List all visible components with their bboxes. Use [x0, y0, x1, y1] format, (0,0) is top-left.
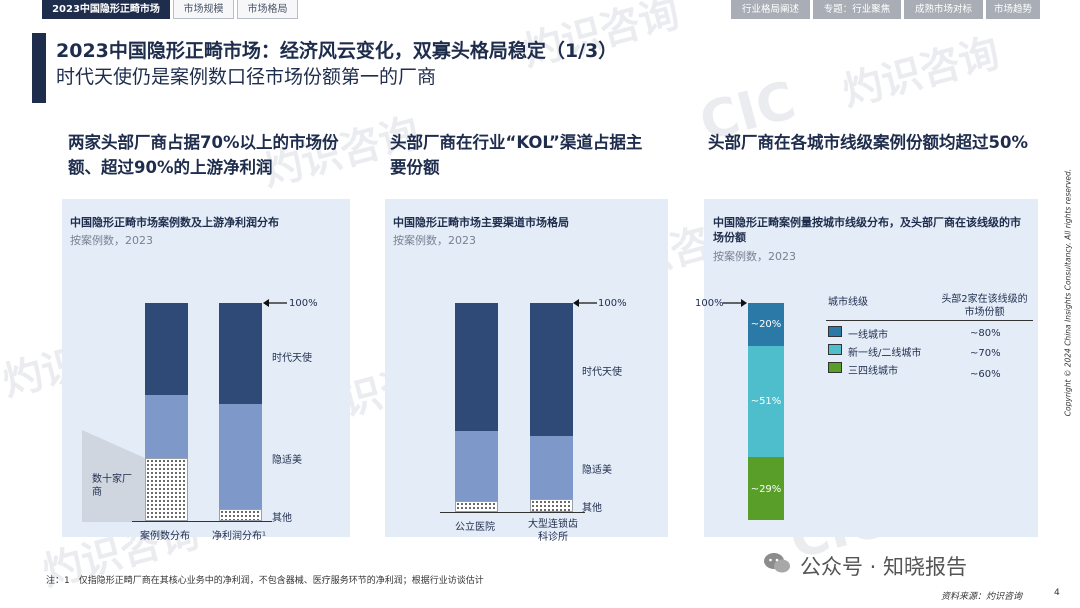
stack-value-label: ~29% [750, 484, 782, 495]
tab-market-size[interactable]: 市场规模 [173, 0, 234, 19]
bar-3-segment-others [455, 501, 498, 512]
page-subtitle: 时代天使仍是案例数口径市场份额第一的厂商 [56, 66, 437, 88]
bar-1-segment-tianshi [145, 303, 188, 395]
chart-1-x-label: 案例数分布 [140, 531, 190, 542]
chart-2-subtitle: 按案例数，2023 [393, 234, 476, 247]
stack-segment-tier2 [748, 346, 784, 457]
tab-benchmark[interactable]: 成熟市场对标 [904, 0, 983, 19]
chart-3-title: 中国隐形正畸案例量按城市线级分布，及头部厂商在该线级的市场份额 [713, 216, 1021, 244]
wechat-label: 公众号 · 知晓报告 [800, 555, 968, 579]
tab-industry-structure[interactable]: 行业格局阐述 [731, 0, 810, 19]
page-number: 4 [1054, 588, 1060, 598]
chart-2-top-label: 100% [598, 298, 627, 309]
stack-value-label: ~20% [750, 319, 782, 330]
page-title: 2023中国隐形正畸市场：经济风云变化，双寡头格局稳定（1/3） [56, 40, 618, 62]
chart-1-wedge [82, 430, 145, 522]
source-text: 资料来源：灼识咨询 [941, 592, 1023, 602]
stack-segment-tier1 [748, 303, 784, 346]
bar-4-segment-tianshi [530, 303, 573, 436]
chart-1-x-label: 净利润分布¹ [212, 531, 267, 542]
legend-name: 新一线/二线城市 [848, 348, 922, 359]
arrow-icon [573, 299, 597, 307]
headline-1: 两家头部厂商占据70%以上的市场份额、超过90%的上游净利润 [68, 133, 339, 177]
chart-2-baseline [440, 512, 585, 513]
bar-2-segment-invisalign [219, 404, 262, 509]
legend-swatch-tier2 [828, 344, 842, 355]
chart-panel-2 [385, 199, 668, 537]
title-accent-bar [32, 33, 46, 103]
tab-industry-focus[interactable]: 专题：行业聚焦 [813, 0, 901, 19]
arrow-icon [723, 299, 747, 307]
legend-name: 一线城市 [848, 330, 888, 341]
chart-1-subtitle: 按案例数，2023 [70, 234, 153, 247]
tab-trends[interactable]: 市场趋势 [986, 0, 1040, 19]
chart-1-series-label: 其他 [272, 513, 292, 524]
wechat-icon [762, 550, 792, 576]
legend-header-right: 头部2家在该线级的市场份额 [941, 294, 1028, 318]
tab-overview[interactable]: 2023中国隐形正畸市场 [42, 0, 170, 19]
chart-3-top-label: 100% [695, 298, 724, 309]
watermark-text: 灼识咨询 [837, 29, 1005, 116]
legend-divider [826, 320, 1033, 321]
legend-share: ~70% [970, 348, 1001, 359]
chart-2-x-label: 公立医院 [455, 522, 495, 533]
headline-3: 头部厂商在各城市线级案例份额均超过50% [708, 133, 1028, 152]
chart-1-series-label: 隐适美 [272, 455, 302, 466]
bar-2-segment-others [219, 509, 262, 521]
bar-4-segment-others [530, 499, 573, 512]
chart-1-series-label: 时代天使 [272, 353, 312, 364]
chart-1-baseline [132, 521, 272, 522]
chart-3-subtitle: 按案例数，2023 [713, 250, 796, 263]
bar-3-segment-tianshi [455, 303, 498, 431]
footnote: 注：1 仅指隐形正畸厂商在其核心业务中的净利润，不包含器械、医疗服务环节的净利润… [46, 576, 484, 586]
bar-1-segment-invisalign [145, 395, 188, 458]
bar-4-segment-invisalign [530, 436, 573, 499]
headline-2: 头部厂商在行业“KOL”渠道占据主要份额 [390, 133, 643, 177]
bar-3-segment-invisalign [455, 431, 498, 501]
legend-share: ~80% [970, 328, 1001, 339]
chart-2-title: 中国隐形正畸市场主要渠道市场格局 [393, 216, 569, 229]
legend-swatch-tier1 [828, 326, 842, 337]
chart-2-series-label: 其他 [582, 503, 602, 514]
chart-2-x-label: 大型连锁齿科诊所 [528, 519, 578, 543]
legend-swatch-tier3 [828, 362, 842, 373]
tab-market-structure[interactable]: 市场格局 [237, 0, 298, 19]
arrow-icon [263, 299, 287, 307]
chart-1-annotation: 数十家厂商 [92, 474, 132, 498]
chart-2-series-label: 隐适美 [582, 465, 612, 476]
legend-share: ~60% [970, 369, 1001, 380]
legend-name: 三四线城市 [848, 366, 898, 377]
chart-2-series-label: 时代天使 [582, 367, 622, 378]
chart-1-top-label: 100% [289, 298, 318, 309]
bar-1-segment-others [145, 458, 188, 521]
bar-2-segment-tianshi [219, 303, 262, 404]
stack-segment-tier3 [748, 457, 784, 520]
copyright-text: Copyright © 2024 China Insights Consulta… [1063, 168, 1073, 417]
legend-header-left: 城市线级 [828, 297, 868, 308]
stack-value-label: ~51% [750, 396, 782, 407]
chart-1-title: 中国隐形正畸市场案例数及上游净利润分布 [70, 216, 279, 229]
